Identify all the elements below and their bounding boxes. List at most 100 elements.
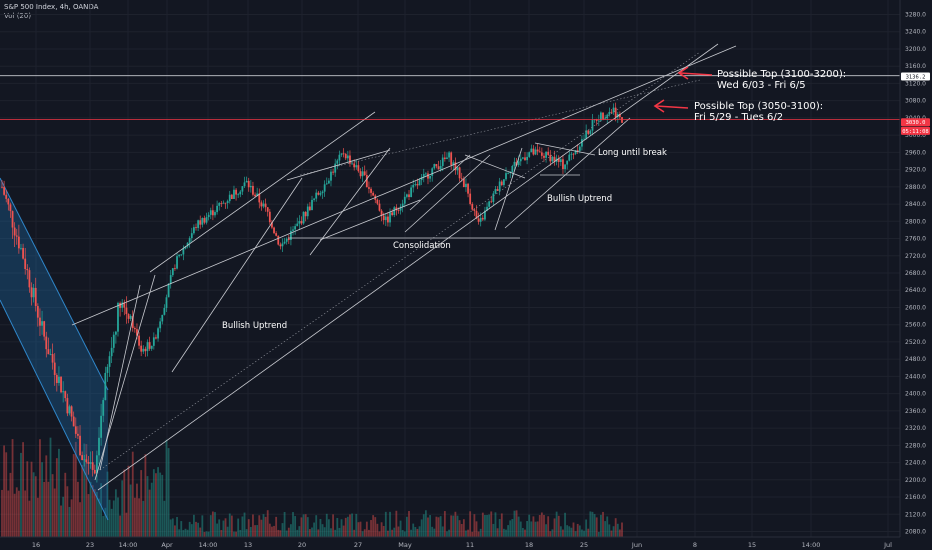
candle-body xyxy=(108,356,111,367)
volume-bar xyxy=(43,481,46,537)
candle-body xyxy=(460,178,463,180)
candle-body xyxy=(511,166,514,173)
candle-body xyxy=(427,173,429,179)
candle-body xyxy=(157,328,159,339)
candle-body xyxy=(566,160,569,165)
volume-bar xyxy=(325,513,328,537)
volume-bar xyxy=(357,522,360,537)
volume-bar xyxy=(593,514,596,537)
volume-bar xyxy=(98,498,100,537)
candle-body xyxy=(368,187,370,189)
volume-bar xyxy=(353,529,356,537)
candle-body xyxy=(437,166,440,170)
volume-bar xyxy=(397,526,400,537)
volume-bar xyxy=(564,512,566,537)
price-tick-label: 2760.0 xyxy=(905,236,926,243)
volume-bar xyxy=(477,531,480,537)
time-axis[interactable] xyxy=(0,536,932,550)
candle-body xyxy=(340,153,343,155)
candles xyxy=(1,102,623,483)
volume-bar xyxy=(395,510,398,537)
candle-body xyxy=(184,246,187,249)
volume-bar xyxy=(110,508,113,537)
time-tick-label: 14:00 xyxy=(199,541,218,549)
price-tick-label: 2800.0 xyxy=(905,218,926,225)
volume-bar xyxy=(532,516,535,537)
volume-bar xyxy=(589,511,592,537)
candle-body xyxy=(159,321,162,329)
volume-bar xyxy=(260,519,263,537)
volume-bar xyxy=(129,484,132,537)
candle-body xyxy=(47,349,50,355)
candle-body xyxy=(365,175,368,188)
volume-bar xyxy=(566,525,569,537)
candle-body xyxy=(610,111,613,113)
candle-body xyxy=(519,158,522,162)
volume-bar xyxy=(408,511,410,537)
volume-bar xyxy=(300,517,303,537)
volume-bar xyxy=(199,527,202,537)
volume-bar xyxy=(405,516,408,537)
volume-bar xyxy=(239,529,242,537)
price-tick-label: 2520.0 xyxy=(905,339,926,346)
candle-body xyxy=(193,227,195,234)
volume-bar xyxy=(119,515,121,537)
candle-body xyxy=(570,153,573,155)
volume-bar xyxy=(374,517,377,537)
volume-bar xyxy=(319,518,322,537)
candle-body xyxy=(553,156,556,162)
volume-bar xyxy=(410,529,413,537)
candle-body xyxy=(311,199,313,211)
price-axis[interactable] xyxy=(899,0,932,550)
volume-bar xyxy=(49,437,52,537)
candle-body xyxy=(410,187,413,197)
candle-body xyxy=(401,203,404,207)
candle-body xyxy=(182,248,185,255)
candle-body xyxy=(32,287,35,298)
time-tick-label: May xyxy=(398,541,412,549)
time-tick-label: 11 xyxy=(466,541,474,549)
price-tick-label: 3000.0 xyxy=(905,132,926,139)
volume-bar xyxy=(155,473,157,537)
volume-bar xyxy=(437,517,440,537)
candle-body xyxy=(1,186,3,188)
candle-body xyxy=(481,217,484,220)
candle-body xyxy=(43,321,46,337)
volume-bar xyxy=(496,528,499,537)
candle-body xyxy=(20,247,22,249)
candle-body xyxy=(323,184,326,192)
volume-bar xyxy=(334,529,337,537)
volume-bar xyxy=(83,443,86,537)
candle-body xyxy=(424,173,427,175)
volume-bar xyxy=(557,515,560,537)
candle-body xyxy=(576,150,579,152)
candle-body xyxy=(277,235,280,245)
price-tag-box xyxy=(901,118,930,127)
volume-bar xyxy=(574,531,577,537)
candle-body xyxy=(180,254,183,256)
volume-bar xyxy=(399,520,402,537)
volume-bar xyxy=(420,519,423,537)
candle-body xyxy=(462,178,465,188)
candle-body xyxy=(319,193,322,195)
price-tick-label: 2680.0 xyxy=(905,270,926,277)
volume-bar xyxy=(422,514,425,537)
candle-body xyxy=(199,220,202,225)
candle-body xyxy=(568,154,571,161)
consolidation-diag-2 xyxy=(319,199,421,241)
volume-bar xyxy=(600,514,602,537)
candle-body xyxy=(503,179,505,186)
volume-bar xyxy=(176,517,178,537)
candle-body xyxy=(279,244,282,247)
candle-body xyxy=(9,204,12,212)
candle-body xyxy=(283,241,286,244)
candle-body xyxy=(545,151,547,158)
dotted-trend-projection xyxy=(299,79,701,176)
volume-bar xyxy=(13,493,16,537)
volume-bar xyxy=(74,441,77,537)
volume-bars xyxy=(1,437,623,537)
candle-body xyxy=(254,194,256,197)
candle-body xyxy=(384,216,387,221)
volume-bar xyxy=(125,512,128,537)
